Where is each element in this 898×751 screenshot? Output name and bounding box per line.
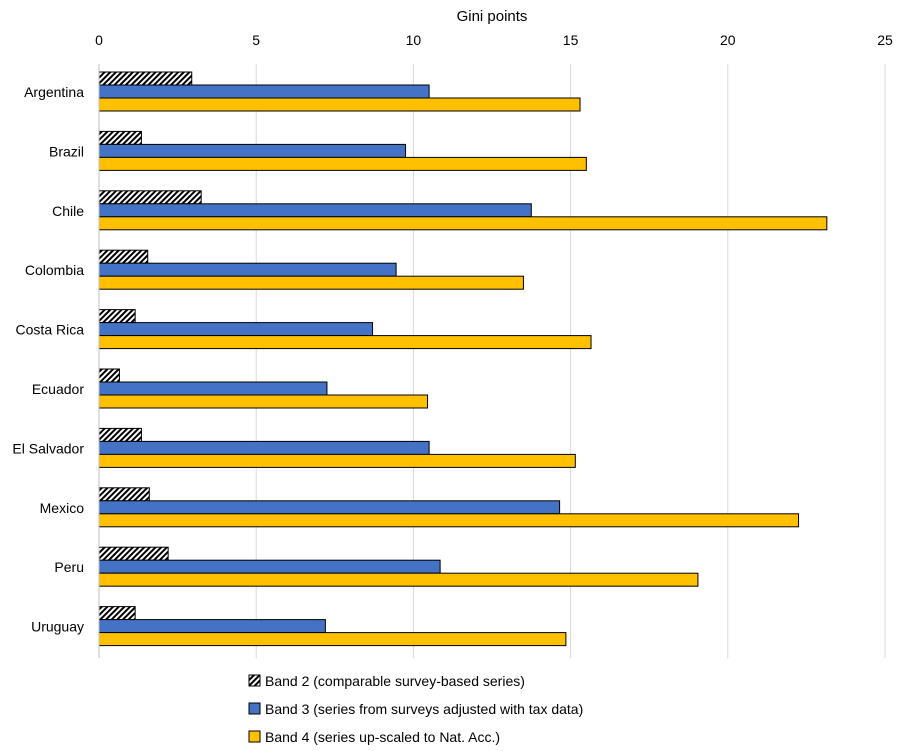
x-axis-title: Gini points (457, 8, 528, 25)
band2-bar (98, 71, 193, 86)
category-label: Argentina (24, 84, 84, 100)
band4-bar (98, 156, 587, 171)
band4-bar (98, 453, 576, 468)
band4-bar (98, 275, 524, 290)
category-label: Colombia (25, 262, 84, 278)
band3-bar (98, 322, 374, 337)
category-label: Costa Rica (16, 322, 85, 338)
band2-bar (98, 546, 169, 561)
category-label: Peru (54, 559, 84, 575)
band3-bar (98, 440, 430, 455)
category-label: Uruguay (31, 619, 84, 635)
band3-bar (98, 381, 328, 396)
band4-bar (98, 335, 592, 350)
band3-bar (98, 619, 326, 634)
bars (98, 71, 828, 647)
band4-bar (98, 572, 699, 587)
category-label: Mexico (40, 500, 85, 516)
band3-bar (98, 500, 561, 515)
legend: Band 2 (comparable survey-based series) B… (248, 673, 583, 745)
category-label: Chile (52, 203, 84, 219)
band4-bar (98, 394, 429, 409)
legend-label: Band 3 (series from surveys adjusted wit… (265, 701, 583, 717)
band4-bar (98, 216, 828, 231)
x-tick-label: 25 (877, 32, 893, 48)
category-label: Brazil (49, 143, 84, 159)
x-tick-label: 15 (563, 32, 579, 48)
category-labels: Argentina Brazil Chile Colombia Costa Rica Ec… (12, 84, 84, 635)
band4-bar (98, 632, 567, 647)
x-tick-label: 20 (720, 32, 736, 48)
band2-bar (98, 487, 150, 502)
band3-bar (98, 203, 532, 218)
category-label: Ecuador (32, 381, 84, 397)
band2-bar (98, 309, 136, 324)
band2-bar (98, 130, 142, 145)
band3-bar (98, 84, 430, 99)
band3-bar (98, 143, 407, 158)
legend-label: Band 2 (comparable survey-based series) (265, 673, 525, 689)
x-tick-label: 10 (406, 32, 422, 48)
band4-bar (98, 513, 800, 528)
x-tick-labels: 0 5 10 15 20 25 (95, 32, 893, 48)
category-label: El Salvador (12, 440, 84, 456)
x-tick-label: 0 (95, 32, 103, 48)
legend-swatch (248, 702, 261, 715)
x-tick-label: 5 (252, 32, 260, 48)
band3-bar (98, 559, 441, 574)
band2-bar (98, 427, 142, 442)
band2-bar (98, 606, 136, 621)
band3-bar (98, 262, 397, 277)
band2-bar (98, 368, 120, 383)
band2-bar (98, 190, 202, 205)
legend-swatch (248, 674, 261, 687)
band4-bar (98, 97, 581, 112)
legend-label: Band 4 (series up-scaled to Nat. Acc.) (265, 729, 500, 745)
legend-swatch (248, 730, 261, 743)
band2-bar (98, 249, 149, 264)
